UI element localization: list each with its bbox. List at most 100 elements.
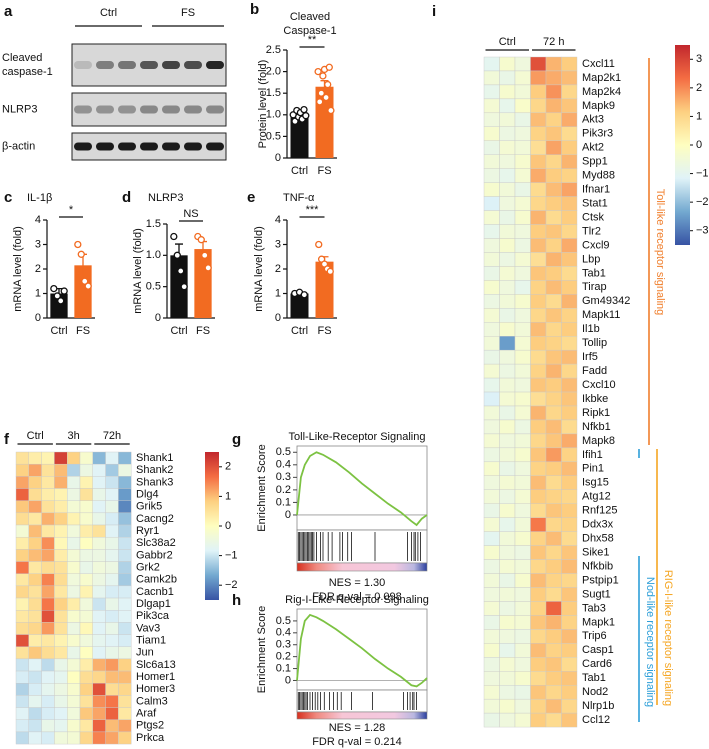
heatmap-cell [499, 168, 516, 183]
colorbar-tick-label: 0 [225, 520, 231, 532]
band [206, 61, 224, 69]
heatmap-cell [66, 695, 81, 708]
heatmap-cell [105, 463, 119, 477]
heatmap-cell [499, 377, 516, 393]
bar [74, 265, 92, 318]
heatmap-cell [92, 476, 106, 489]
heatmap-cell [41, 524, 55, 538]
heatmap-cell [41, 451, 55, 465]
heatmap-cell [499, 322, 516, 337]
heatmap-cell [530, 559, 547, 574]
panel-label: h [232, 592, 241, 609]
data-point [204, 264, 212, 272]
heatmap-cell [545, 322, 562, 337]
heatmap-cell [530, 196, 547, 211]
heatmap-cell [483, 629, 500, 644]
row-label: Cxcl11 [582, 58, 615, 70]
heatmap-cell [483, 238, 500, 253]
heatmap-cell [499, 224, 516, 239]
heatmap-cell [483, 489, 500, 504]
row-label: Fadd [582, 365, 607, 377]
chart-title: Rig-I-Like-Receptor Signaling [285, 594, 429, 606]
heatmap-cell [79, 610, 94, 623]
y-tick-label: 0.5 [276, 615, 291, 627]
row-label: Pik3r3 [582, 128, 613, 140]
heatmap-cell [92, 597, 106, 611]
heatmap-cell [530, 322, 547, 337]
heatmap-cell [514, 349, 531, 365]
heatmap-cell [41, 536, 55, 550]
heatmap-cell [499, 238, 516, 253]
heatmap-cell [561, 405, 578, 421]
row-label: Cxcl9 [582, 239, 610, 251]
row-label: Tab3 [582, 602, 606, 614]
heatmap-cell [15, 451, 30, 465]
heatmap-cell [54, 695, 68, 708]
y-tick-label: 4 [275, 214, 281, 226]
band [118, 61, 136, 69]
heatmap-cell [499, 601, 516, 616]
heatmap-cell [499, 252, 516, 267]
heatmap-cell [79, 670, 94, 684]
row-label: Sugt1 [582, 588, 611, 600]
band [140, 142, 158, 151]
heatmap-cell [54, 622, 68, 635]
heatmap-cell [561, 685, 578, 700]
band [184, 105, 202, 114]
heatmap-cell [54, 597, 68, 611]
x-tick-label: Ctrl [50, 325, 67, 337]
heatmap-cell [118, 719, 132, 733]
band [96, 61, 114, 69]
heatmap-cell [561, 489, 578, 504]
colorbar-tick-label: 1 [225, 490, 231, 502]
heatmap-cell [545, 391, 562, 407]
heatmap-cell [79, 512, 94, 526]
heatmap-cell [41, 597, 55, 611]
heatmap-cell [118, 500, 132, 514]
heatmap-cell [561, 224, 578, 239]
heatmap-cell [92, 451, 106, 465]
row-label: Ripk1 [582, 407, 610, 419]
row-label: Gm49342 [582, 295, 630, 307]
heatmap-cell [92, 695, 106, 708]
x-tick-label: Ctrl [291, 325, 308, 337]
data-point [315, 240, 323, 249]
data-point [324, 80, 332, 89]
y-axis-label: Protein level (fold) [257, 60, 269, 149]
heatmap-cell [561, 154, 578, 169]
heatmap-cell [92, 634, 106, 647]
heatmap-cell [28, 488, 42, 501]
heatmap-cell [66, 585, 81, 599]
row-label: Lbp [582, 253, 600, 265]
heatmap-cell [54, 719, 68, 733]
panel-label: i [432, 3, 436, 20]
heatmap-cell [66, 488, 81, 501]
heatmap-cell [514, 322, 531, 337]
row-label: Tab1 [582, 672, 606, 684]
colorbar-tick-label: −1 [696, 167, 709, 179]
data-point [173, 251, 181, 259]
heatmap-cell [499, 280, 516, 295]
heatmap-cell [28, 463, 42, 477]
row-label: Shank1 [136, 452, 173, 464]
group-label: 3h [67, 430, 79, 442]
hits-frame [296, 529, 428, 564]
heatmap-cell [545, 531, 562, 546]
heatmap-cell [514, 126, 531, 141]
heatmap-cell [561, 545, 578, 560]
heatmap-cell [66, 658, 81, 672]
heatmap-cell [561, 56, 578, 72]
data-point [300, 105, 308, 114]
heatmap-cell [499, 447, 516, 463]
heatmap-cell [545, 84, 562, 100]
row-label: caspase-1 [2, 66, 53, 78]
data-point [53, 292, 61, 300]
heatmap-cell [514, 712, 531, 728]
heatmap-cell [530, 573, 547, 588]
heatmap-cell [79, 524, 94, 538]
heatmap-cell [514, 280, 531, 295]
heatmap-cell [545, 224, 562, 239]
heatmap-cell [561, 698, 578, 714]
group-label: Ctrl [100, 7, 117, 19]
heatmap-cell [530, 168, 547, 183]
